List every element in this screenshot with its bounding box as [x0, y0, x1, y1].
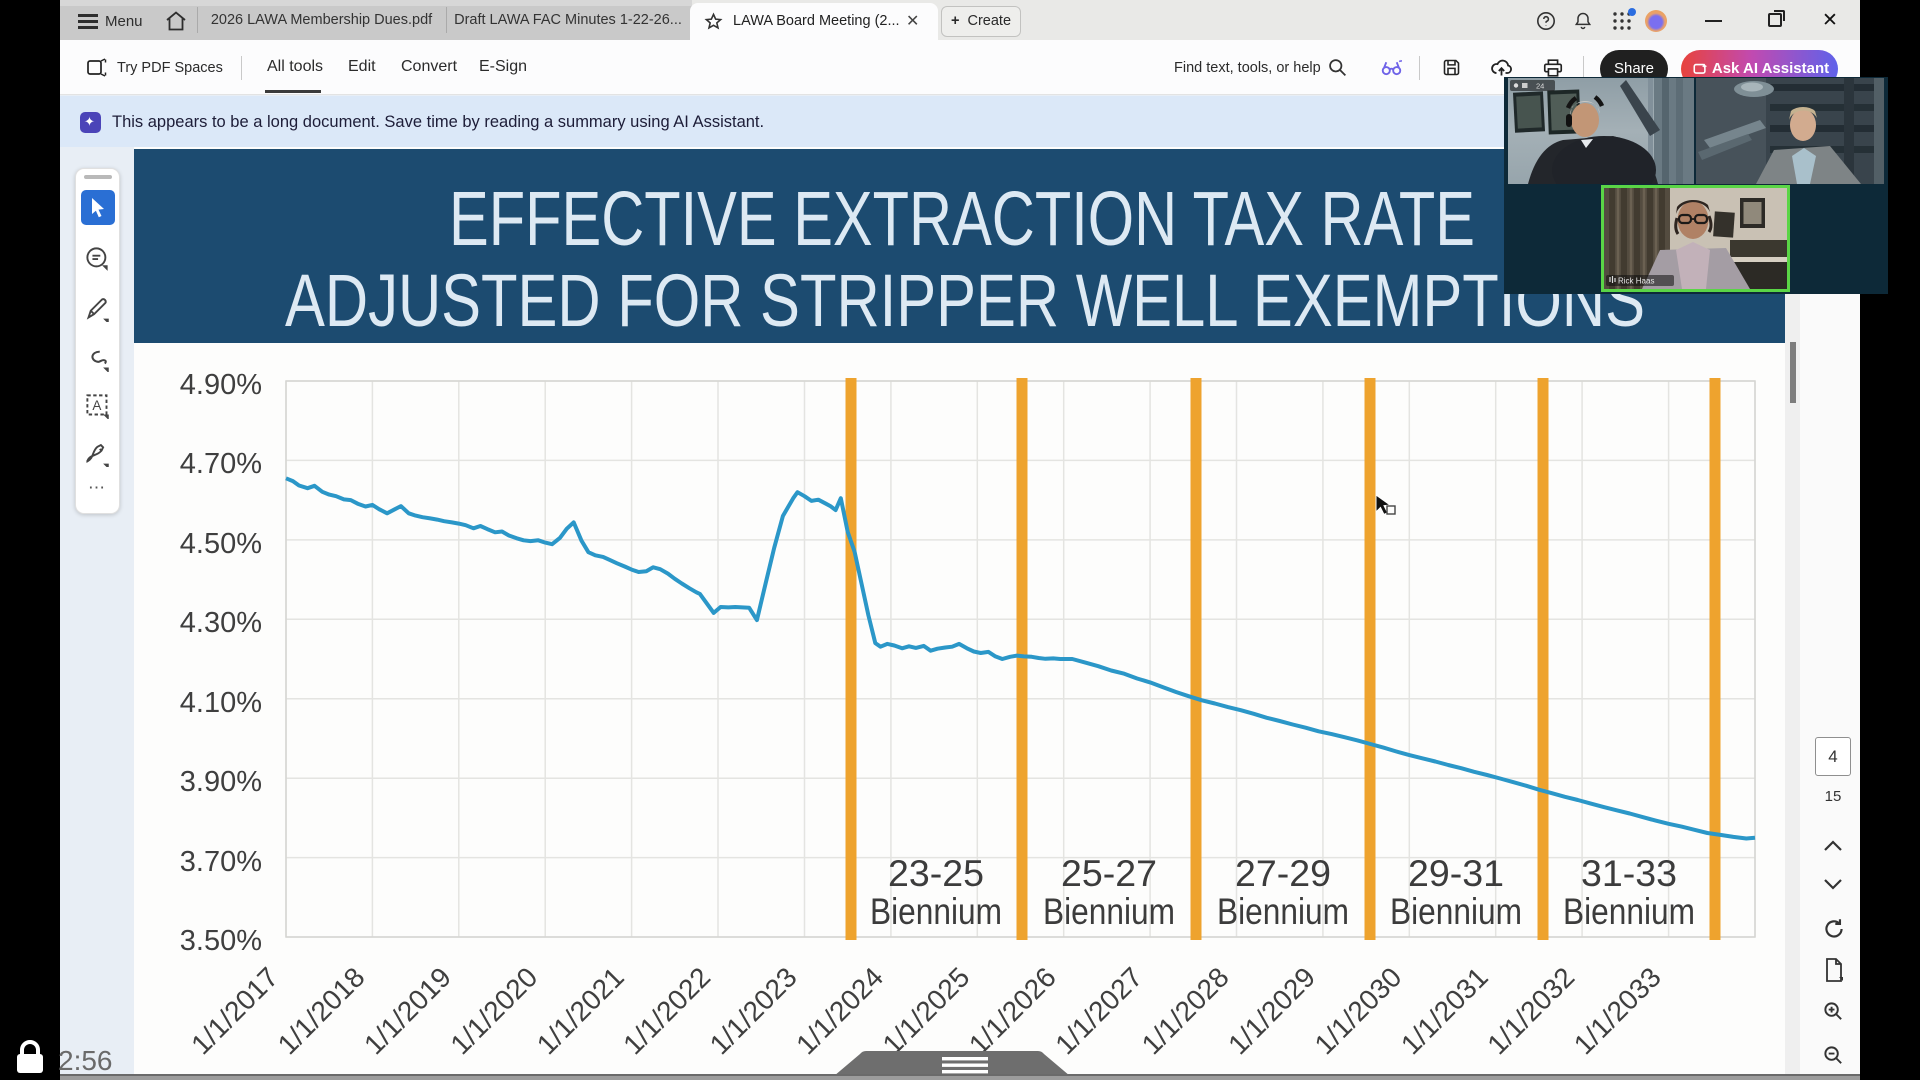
svg-text:24: 24	[1536, 82, 1544, 91]
svg-text:1/1/2024: 1/1/2024	[790, 961, 889, 1060]
svg-text:1/1/2018: 1/1/2018	[272, 961, 371, 1060]
svg-text:A: A	[92, 398, 101, 413]
svg-text:Biennium: Biennium	[870, 891, 1002, 932]
svg-text:1/1/2025: 1/1/2025	[877, 961, 976, 1060]
svg-text:31-33: 31-33	[1581, 853, 1677, 894]
svg-text:1/1/2032: 1/1/2032	[1481, 961, 1580, 1060]
svg-text:EFFECTIVE EXTRACTION TAX RATE: EFFECTIVE EXTRACTION TAX RATE	[449, 176, 1475, 262]
svg-text:1/1/2027: 1/1/2027	[1049, 961, 1148, 1060]
svg-text:25-27: 25-27	[1061, 853, 1157, 894]
svg-text:1/1/2020: 1/1/2020	[444, 961, 543, 1060]
svg-text:1/1/2031: 1/1/2031	[1395, 961, 1494, 1060]
svg-text:4.10%: 4.10%	[180, 687, 262, 719]
svg-text:3.70%: 3.70%	[180, 846, 262, 878]
svg-text:Biennium: Biennium	[1563, 891, 1695, 932]
svg-text:1/1/2033: 1/1/2033	[1568, 961, 1667, 1060]
svg-text:3.50%: 3.50%	[180, 925, 262, 957]
svg-text:1/1/2026: 1/1/2026	[963, 961, 1062, 1060]
svg-text:4.90%: 4.90%	[180, 369, 262, 401]
svg-text:4.30%: 4.30%	[180, 607, 262, 639]
svg-text:1/1/2030: 1/1/2030	[1309, 961, 1408, 1060]
svg-text:1/1/2022: 1/1/2022	[617, 961, 716, 1060]
svg-text:29-31: 29-31	[1408, 853, 1504, 894]
svg-text:1/1/2028: 1/1/2028	[1136, 961, 1235, 1060]
svg-text:Biennium: Biennium	[1390, 891, 1522, 932]
svg-text:23-25: 23-25	[888, 853, 984, 894]
svg-text:Biennium: Biennium	[1043, 891, 1175, 932]
svg-text:4.50%: 4.50%	[180, 528, 262, 560]
svg-text:4.70%: 4.70%	[180, 448, 262, 480]
svg-text:ADJUSTED FOR STRIPPER WELL EXE: ADJUSTED FOR STRIPPER WELL EXEMPTIONS	[285, 259, 1645, 342]
svg-text:1/1/2021: 1/1/2021	[531, 961, 630, 1060]
svg-text:1/1/2023: 1/1/2023	[704, 961, 803, 1060]
svg-text:Rick Haas: Rick Haas	[1618, 277, 1654, 286]
svg-text:1/1/2017: 1/1/2017	[185, 961, 284, 1060]
svg-text:Biennium: Biennium	[1217, 891, 1349, 932]
svg-text:1/1/2029: 1/1/2029	[1222, 961, 1321, 1060]
svg-text:3.90%: 3.90%	[180, 766, 262, 798]
svg-text:27-29: 27-29	[1235, 853, 1331, 894]
svg-text:1/1/2019: 1/1/2019	[358, 961, 457, 1060]
